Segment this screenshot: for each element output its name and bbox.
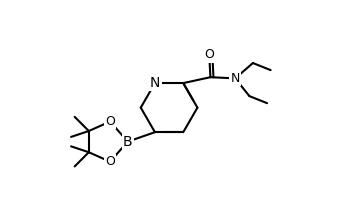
Text: B: B: [123, 135, 133, 149]
Text: O: O: [105, 115, 115, 128]
Text: N: N: [150, 76, 160, 90]
Text: O: O: [204, 48, 214, 61]
Text: N: N: [231, 72, 240, 85]
Text: O: O: [105, 155, 115, 168]
